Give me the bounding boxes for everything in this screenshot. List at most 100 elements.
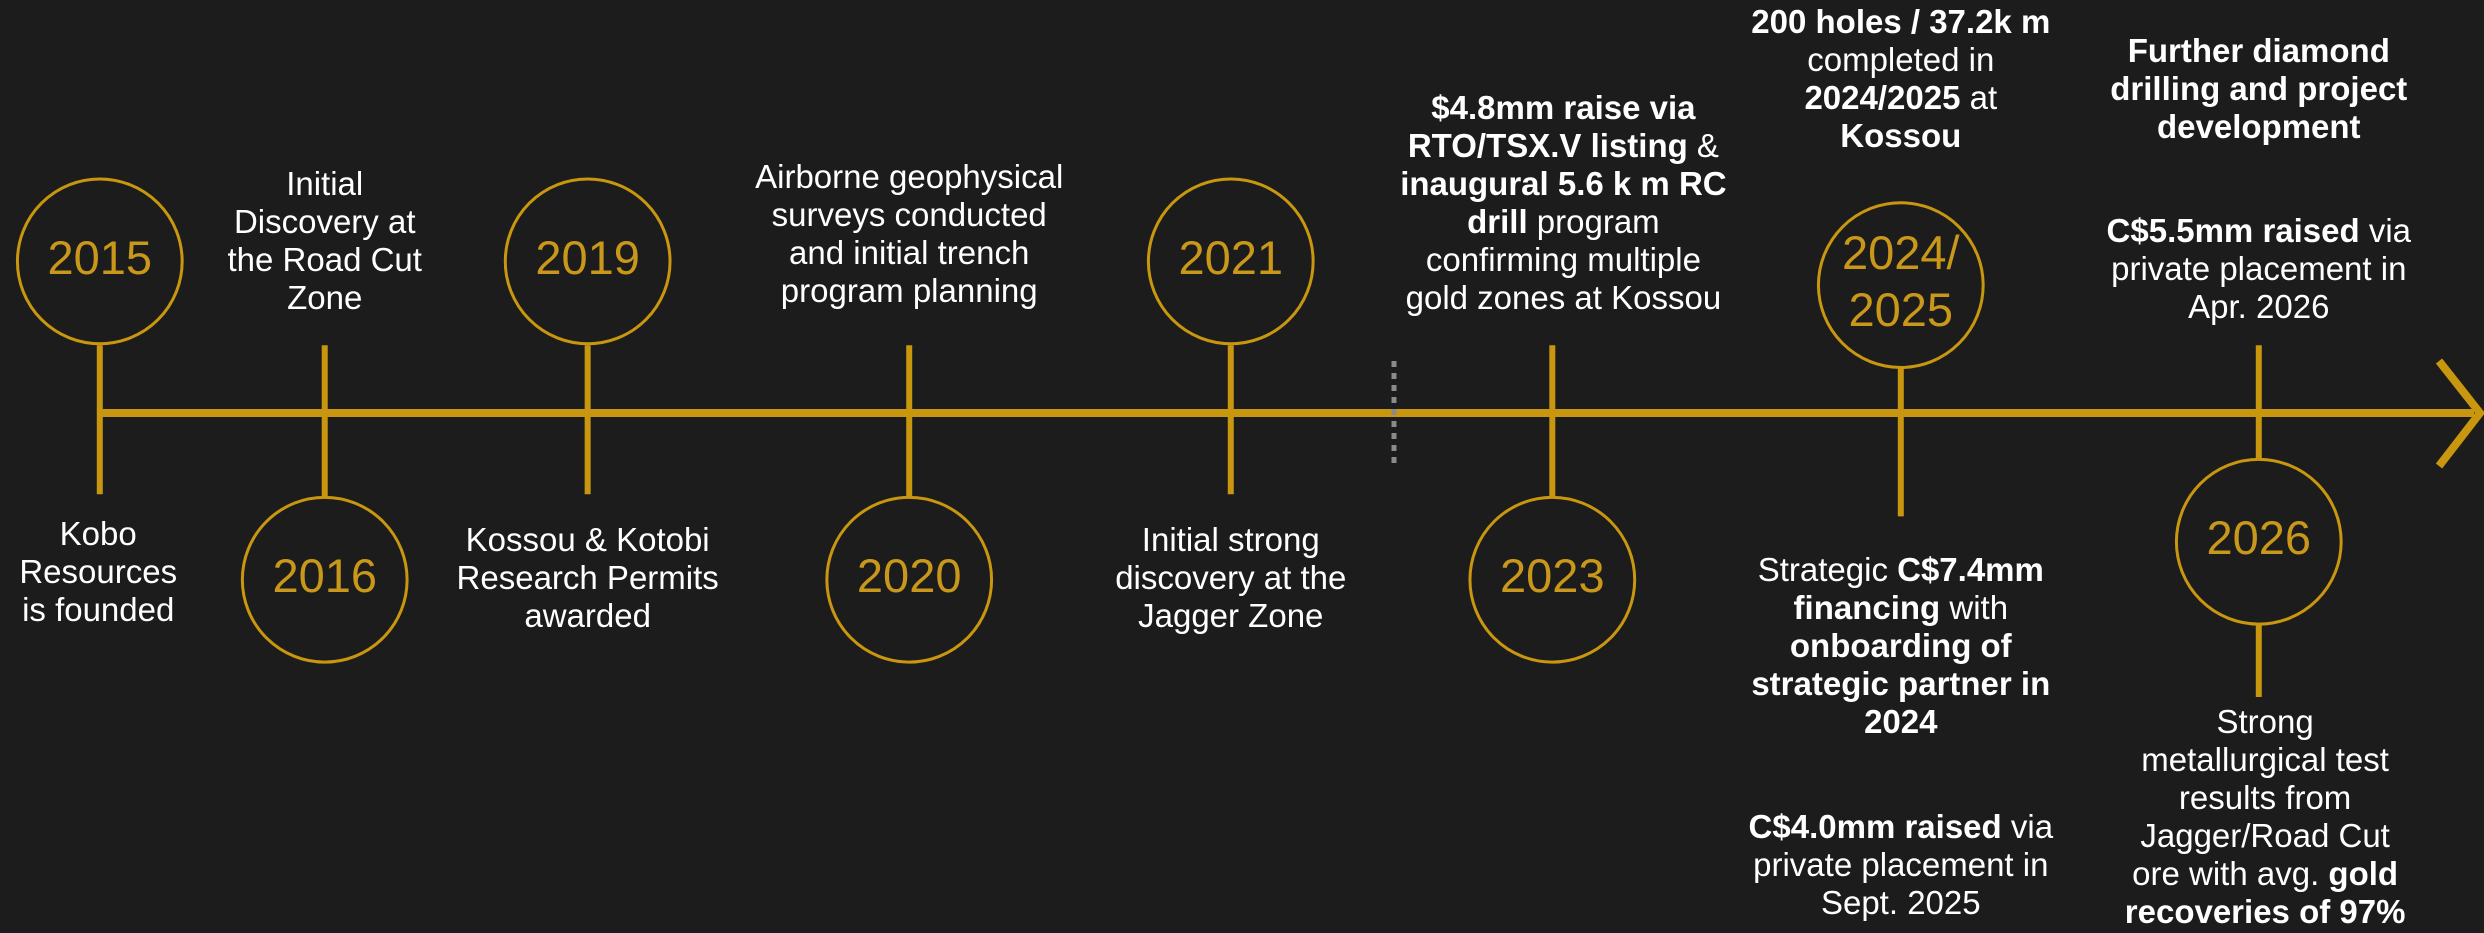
- note-text: Zone: [287, 278, 363, 316]
- note-text: Kobo: [59, 514, 137, 552]
- note-text: via: [2001, 807, 2054, 845]
- note-line: private placement in: [2049, 250, 2469, 288]
- note-text: recoveries of 97%: [2124, 893, 2406, 931]
- year-label: 2026: [2207, 511, 2312, 564]
- year-label: 2015: [48, 231, 153, 284]
- note-text: Further diamond: [2127, 31, 2390, 69]
- note-line: Jagger/Road Cut: [2055, 817, 2475, 855]
- note-line: and initial trench: [699, 234, 1119, 272]
- year-circle: [503, 177, 672, 346]
- note-text: discovery at the: [1115, 559, 1347, 597]
- note-line: Resources: [0, 553, 308, 591]
- year-label: 2021: [1178, 231, 1283, 284]
- note-line: Initial: [115, 165, 535, 203]
- note-line: drilling and project: [2049, 70, 2469, 108]
- note-text: &: [1687, 126, 1719, 164]
- note-line: Initial strong: [1021, 521, 1441, 559]
- note-line: gold zones at Kossou: [1353, 279, 1773, 317]
- note-line: RTO/TSX.V listing &: [1353, 127, 1773, 165]
- note-text: onboarding of: [1789, 627, 2012, 665]
- note-text: via: [2359, 212, 2412, 250]
- note-line: 200 holes / 37.2k m: [1691, 3, 2111, 41]
- note-line: financing with: [1691, 589, 2111, 627]
- note-line: Zone: [115, 279, 535, 317]
- year-label: 2016: [272, 549, 377, 602]
- note-line: C$4.0mm raised via: [1691, 808, 2111, 846]
- note-line: Kobo: [0, 515, 308, 553]
- note-text: C$4.0mm raised: [1748, 807, 2002, 845]
- event-note: Strategic C$7.4mm financing with onboardin…: [1691, 551, 2111, 741]
- note-line: Strategic C$7.4mm: [1691, 551, 2111, 589]
- note-text: gold zones at Kossou: [1405, 278, 1722, 316]
- note-line: recoveries of 97%: [2055, 893, 2475, 931]
- event-note: Initial Discovery at the Road Cut Zone: [115, 165, 535, 317]
- year-circle: [240, 495, 409, 664]
- note-line: Jagger Zone: [1021, 597, 1441, 635]
- year-circle: [1816, 201, 1985, 369]
- note-text: at: [1960, 79, 1998, 117]
- event-note: C$4.0mm raised via private placement in Se…: [1691, 808, 2111, 922]
- note-line: C$5.5mm raised via: [2049, 212, 2469, 250]
- note-text: drill: [1467, 202, 1528, 240]
- note-text: drilling and project: [2110, 69, 2408, 107]
- note-text: gold: [2328, 855, 2399, 893]
- note-text: Sept. 2025: [1820, 883, 1981, 921]
- note-line: Kossou & Kotobi: [378, 521, 798, 559]
- note-text: C$5.5mm raised: [2106, 212, 2360, 250]
- note-text: program planning: [780, 272, 1038, 310]
- note-text: Resources: [19, 552, 178, 590]
- note-line: Further diamond: [2049, 32, 2469, 70]
- note-text: 2024: [1864, 703, 1938, 741]
- year-label: 2020: [857, 549, 962, 602]
- note-text: the Road Cut: [227, 240, 422, 278]
- event-note: Kossou & Kotobi Research Permits awarded: [378, 521, 798, 635]
- event-note: Kobo Resources is founded: [0, 515, 308, 629]
- note-line: discovery at the: [1021, 559, 1441, 597]
- note-text: $4.8mm raise via: [1431, 88, 1696, 126]
- note-line: surveys conducted: [699, 196, 1119, 234]
- note-text: Strong: [2216, 703, 2314, 741]
- note-text: Jagger/Road Cut: [2140, 817, 2390, 855]
- event-note: $4.8mm raise via RTO/TSX.V listing & inaug…: [1353, 89, 1773, 317]
- note-text: with: [1940, 589, 2009, 627]
- note-line: the Road Cut: [115, 241, 535, 279]
- note-text: ore with avg.: [2132, 855, 2329, 893]
- note-text: inaugural 5.6 k m RC: [1400, 164, 1727, 202]
- note-line: 2024: [1691, 703, 2111, 741]
- note-line: Apr. 2026: [2049, 288, 2469, 326]
- note-line: ore with avg. gold: [2055, 855, 2475, 893]
- note-text: Kossou: [1840, 117, 1962, 155]
- year-circle: [15, 177, 184, 346]
- year-label: 2025: [1849, 283, 1954, 336]
- event-note: Airborne geophysical surveys conducted and…: [699, 158, 1119, 310]
- note-line: Airborne geophysical: [699, 158, 1119, 196]
- note-text: Airborne geophysical: [755, 158, 1064, 196]
- note-line: program planning: [699, 272, 1119, 310]
- event-note: C$5.5mm raised via private placement in Ap…: [2049, 212, 2469, 326]
- note-line: completed in: [1691, 41, 2111, 79]
- note-text: RTO/TSX.V listing: [1407, 126, 1688, 164]
- note-line: drill program: [1353, 203, 1773, 241]
- note-line: Sept. 2025: [1691, 884, 2111, 922]
- note-text: development: [2157, 107, 2361, 145]
- note-line: inaugural 5.6 k m RC: [1353, 165, 1773, 203]
- note-text: Initial strong: [1141, 521, 1320, 559]
- note-text: confirming multiple: [1425, 240, 1701, 278]
- note-line: $4.8mm raise via: [1353, 89, 1773, 127]
- year-label: 2023: [1500, 549, 1605, 602]
- arrow-head: [2435, 358, 2484, 469]
- note-text: Kossou & Kotobi: [465, 521, 710, 559]
- note-text: Apr. 2026: [2188, 288, 2330, 326]
- note-line: Strong: [2055, 703, 2475, 741]
- note-text: Jagger Zone: [1138, 597, 1324, 635]
- note-text: Strategic: [1757, 551, 1898, 589]
- note-text: program: [1527, 202, 1660, 240]
- year-label: 2024/: [1842, 226, 1961, 279]
- note-text: results from: [2178, 779, 2352, 817]
- year-circle: [2174, 457, 2343, 626]
- note-line: results from: [2055, 779, 2475, 817]
- note-line: strategic partner in: [1691, 665, 2111, 703]
- note-line: Discovery at: [115, 203, 535, 241]
